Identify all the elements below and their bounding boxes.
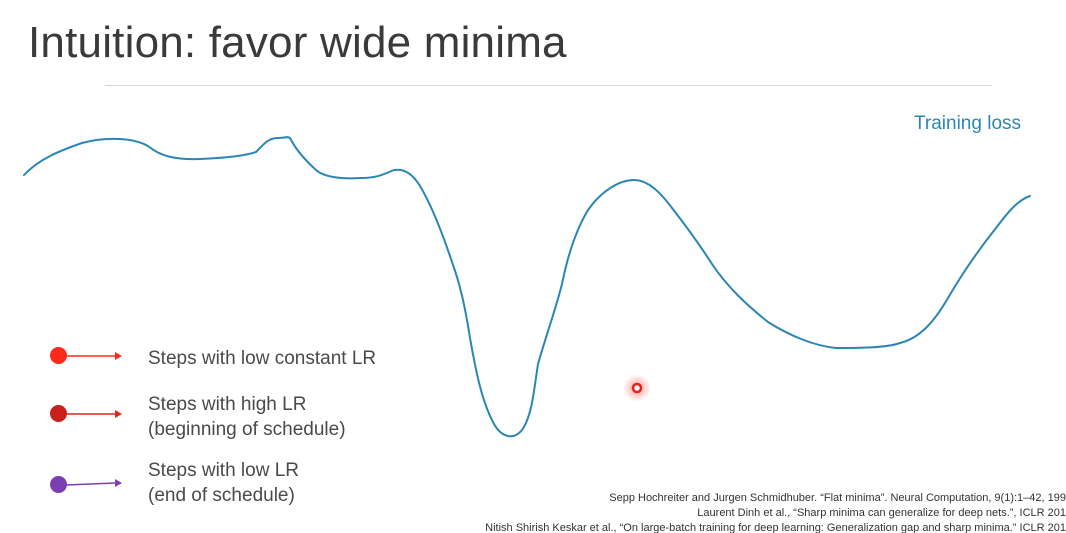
legend-label-line: Steps with low LR (148, 460, 300, 481)
legend-label: Steps with low LR (end of schedule) (148, 458, 299, 508)
arrow-right-icon (66, 410, 122, 418)
red-dot-icon (50, 347, 67, 364)
legend-label-line: (beginning of schedule) (148, 419, 346, 440)
purple-dot-icon (50, 476, 67, 493)
dark-red-dot-icon (50, 405, 67, 422)
reference-dinh: Laurent Dinh et al., “Sharp minima can g… (697, 507, 1066, 519)
current-position-marker (631, 382, 643, 394)
reference-hochreiter: Sepp Hochreiter and Jurgen Schmidhuber. … (609, 492, 1066, 504)
legend-label-line: (end of schedule) (148, 485, 295, 506)
training-loss-curve (23, 136, 1031, 438)
training-loss-label: Training loss (914, 113, 1022, 134)
arrow-right-icon (66, 352, 122, 360)
reference-keskar: Nitish Shirish Keskar et al., “On large-… (485, 522, 1066, 533)
slide-title: Intuition: favor wide minima (28, 18, 567, 67)
references: Sepp Hochreiter and Jurgen Schmidhuber. … (366, 491, 1066, 533)
legend-label-line: Steps with low constant LR (148, 348, 377, 369)
legend-label: Steps with high LR (beginning of schedul… (148, 392, 346, 442)
legend-label-line: Steps with high LR (148, 394, 307, 415)
legend-label: Steps with low constant LR (148, 346, 376, 371)
arrow-right-icon (66, 479, 122, 487)
title-divider (105, 85, 992, 86)
